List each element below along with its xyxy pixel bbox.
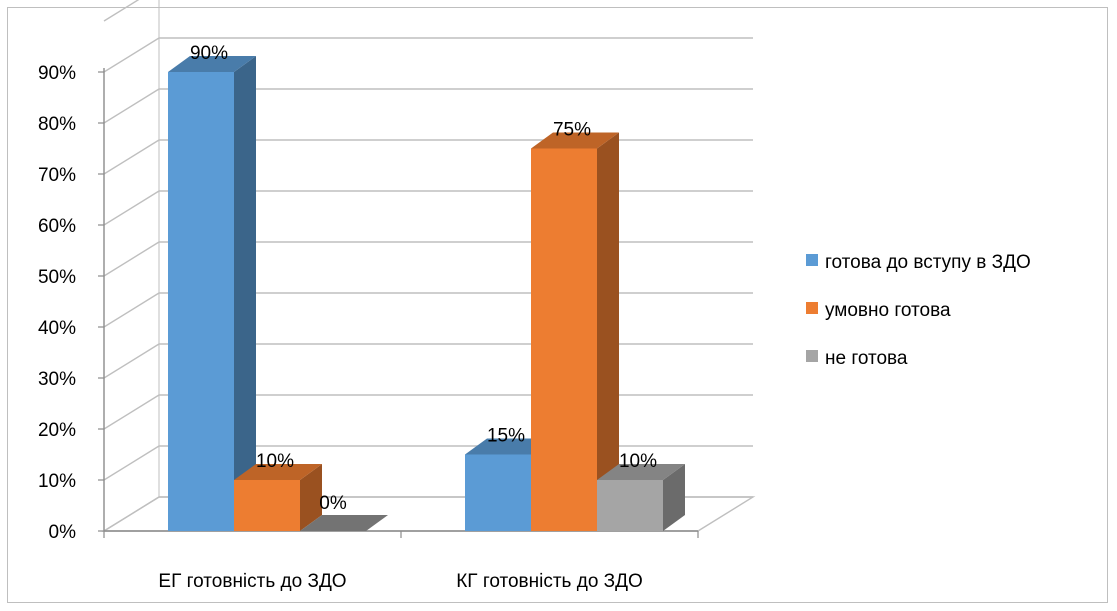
y-tick-label: 0% [49, 522, 77, 543]
category-label: ЕГ готовність до ЗДО [158, 571, 346, 592]
y-tick-label: 40% [38, 318, 76, 339]
legend-swatch [806, 254, 818, 266]
legend-swatch [806, 302, 818, 314]
gridline-80 [103, 88, 753, 124]
data-label: 15% [487, 426, 525, 447]
bar-front [465, 454, 531, 531]
y-tick-label: 50% [38, 267, 76, 288]
bar-front [234, 480, 300, 531]
gridline-90 [103, 37, 753, 73]
chart-frame [7, 7, 1108, 603]
bar [300, 515, 388, 531]
data-label: 10% [256, 451, 294, 472]
bar [234, 464, 322, 531]
bar-top [531, 132, 619, 149]
bar-side [663, 464, 685, 531]
y-tick-label: 60% [38, 216, 76, 237]
y-tick-label: 30% [38, 369, 76, 390]
bar-front [168, 72, 234, 531]
data-label: 75% [553, 120, 591, 141]
bar [168, 56, 256, 531]
y-tick-label: 20% [38, 420, 76, 441]
y-tick-label: 80% [38, 114, 76, 135]
chart-labels: 90% 10% 0% ЕГ готовність до ЗДО 15% 75% 10% КГ … [158, 43, 657, 592]
y-tick-label: 70% [38, 165, 76, 186]
category-label: КГ готовність до ЗДО [456, 571, 643, 592]
legend-label: не готова [825, 348, 908, 369]
y-tick-label: 10% [38, 471, 76, 492]
bar-top [597, 464, 685, 480]
bar-side [300, 464, 322, 531]
bar-side [234, 56, 256, 531]
bar [597, 464, 685, 531]
legend-item: готова до вступу в ЗДО [806, 252, 1031, 273]
legend-item: не готова [806, 348, 908, 369]
data-label: 10% [619, 451, 657, 472]
chart-legend: готова до вступу в ЗДО умовно готова не го… [806, 252, 1031, 369]
bar [531, 132, 619, 531]
bar-front [597, 480, 663, 531]
legend-swatch [806, 350, 818, 362]
data-label: 0% [319, 493, 347, 514]
bar-side [597, 132, 619, 531]
legend-label: умовно готова [825, 300, 951, 321]
y-tick-label: 90% [38, 63, 76, 84]
chart-bars [168, 56, 685, 531]
chart-axes: 0% 10% 20% 30% 40% 50% 60% 70% 80% 90% [38, 63, 699, 543]
legend-label: готова до вступу в ЗДО [825, 252, 1031, 273]
data-label: 90% [190, 43, 228, 64]
legend-item: умовно готова [806, 300, 951, 321]
bar-zero [300, 515, 388, 531]
bar-top [168, 56, 256, 72]
bar-front [531, 148, 597, 531]
gridline-top [103, 0, 140, 22]
bar-top [234, 464, 322, 480]
